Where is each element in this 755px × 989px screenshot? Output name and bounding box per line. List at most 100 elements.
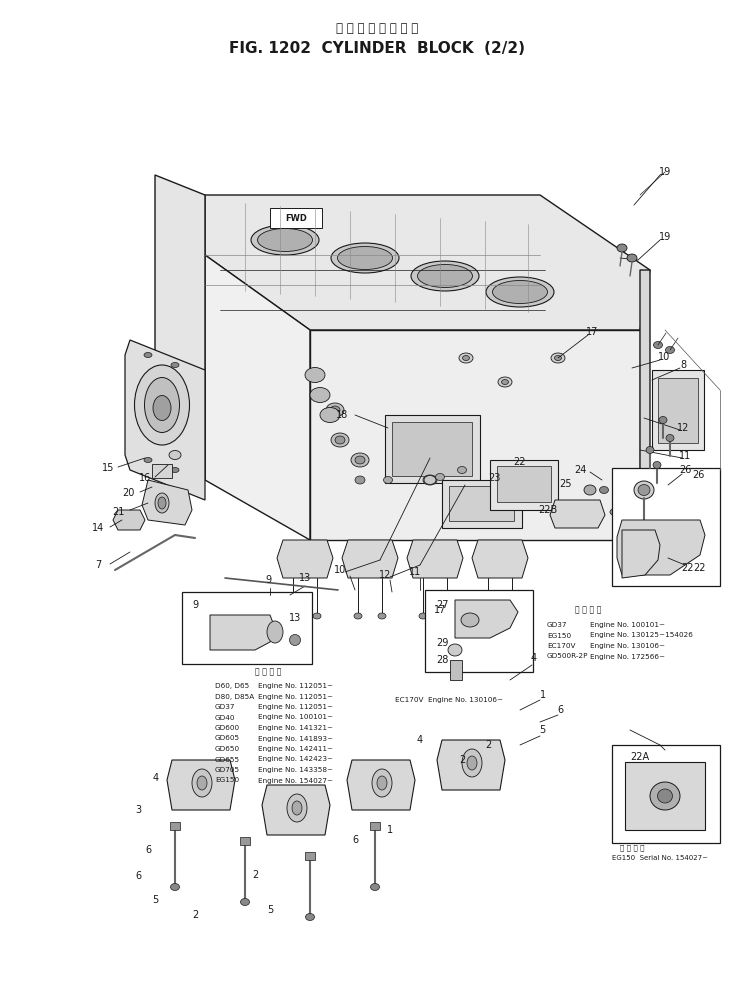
Text: 22: 22 [682, 563, 695, 573]
Ellipse shape [419, 613, 427, 619]
Text: 6: 6 [352, 835, 358, 845]
Ellipse shape [335, 436, 345, 444]
Text: Engine No. 142411~: Engine No. 142411~ [258, 746, 333, 752]
Ellipse shape [459, 353, 473, 363]
Polygon shape [167, 760, 235, 810]
Ellipse shape [320, 407, 340, 422]
Ellipse shape [584, 485, 596, 495]
Ellipse shape [654, 341, 662, 348]
Text: 2: 2 [459, 755, 465, 765]
Text: Engine No. 141321~: Engine No. 141321~ [258, 725, 333, 731]
Ellipse shape [646, 446, 654, 454]
Ellipse shape [134, 365, 190, 445]
Text: 4: 4 [417, 735, 423, 745]
Polygon shape [347, 760, 415, 810]
Ellipse shape [424, 476, 436, 485]
Ellipse shape [197, 776, 207, 790]
Bar [182, 592, 312, 664]
Text: 17: 17 [586, 327, 598, 337]
Text: 1: 1 [387, 825, 393, 835]
Polygon shape [622, 530, 660, 578]
Ellipse shape [492, 281, 547, 304]
Text: 4: 4 [153, 773, 159, 783]
Ellipse shape [653, 462, 661, 469]
Ellipse shape [423, 475, 437, 485]
Ellipse shape [330, 406, 340, 414]
Ellipse shape [313, 613, 321, 619]
Ellipse shape [355, 456, 365, 464]
Text: EG150  Serial No. 154027~: EG150 Serial No. 154027~ [612, 855, 708, 861]
Text: 3: 3 [135, 805, 141, 815]
Text: EG150: EG150 [547, 633, 571, 639]
Polygon shape [310, 330, 640, 540]
Ellipse shape [627, 254, 637, 262]
Text: 6: 6 [135, 871, 141, 881]
Text: 12: 12 [676, 423, 689, 433]
Text: 18: 18 [336, 410, 348, 420]
Ellipse shape [306, 914, 315, 921]
Text: 11: 11 [409, 567, 421, 577]
Text: 27: 27 [436, 600, 448, 610]
Ellipse shape [355, 476, 365, 484]
Text: 5: 5 [539, 725, 545, 735]
Ellipse shape [169, 451, 181, 460]
Text: D80, D85A: D80, D85A [215, 693, 254, 699]
Ellipse shape [337, 246, 393, 269]
Text: 10: 10 [334, 565, 346, 575]
Ellipse shape [384, 477, 393, 484]
Polygon shape [342, 540, 398, 578]
Polygon shape [210, 615, 275, 650]
Text: EC170V: EC170V [547, 643, 575, 649]
Ellipse shape [331, 433, 349, 447]
Polygon shape [113, 510, 145, 530]
Ellipse shape [443, 613, 451, 619]
Text: Engine No. 130125~154026: Engine No. 130125~154026 [590, 633, 693, 639]
Ellipse shape [638, 485, 650, 495]
Text: 10: 10 [658, 352, 670, 362]
Text: 29: 29 [436, 638, 448, 648]
Text: Engine No. 112051~: Engine No. 112051~ [258, 704, 333, 710]
Polygon shape [455, 600, 518, 638]
Text: 28: 28 [436, 655, 448, 665]
Ellipse shape [658, 789, 673, 803]
Polygon shape [125, 340, 205, 500]
Ellipse shape [241, 898, 249, 906]
Ellipse shape [610, 508, 620, 515]
Text: 13: 13 [299, 573, 311, 583]
Text: GD40: GD40 [215, 714, 236, 721]
Text: Engine No. 100101~: Engine No. 100101~ [258, 714, 333, 721]
Text: 14: 14 [92, 523, 104, 533]
Text: Engine No. 100101~: Engine No. 100101~ [590, 622, 665, 628]
Text: 4: 4 [531, 653, 537, 663]
Polygon shape [155, 175, 205, 480]
Bar [612, 745, 720, 843]
Ellipse shape [436, 474, 445, 481]
Text: FIG. 1202  CYLINDER  BLOCK  (2/2): FIG. 1202 CYLINDER BLOCK (2/2) [229, 41, 525, 55]
Ellipse shape [463, 355, 470, 361]
Ellipse shape [305, 368, 325, 383]
Ellipse shape [462, 749, 482, 777]
Text: 6: 6 [557, 705, 563, 715]
Text: 6: 6 [145, 845, 151, 855]
Text: 26: 26 [692, 470, 704, 480]
Text: Engine No. 112051~: Engine No. 112051~ [258, 693, 333, 699]
Ellipse shape [418, 264, 473, 288]
Ellipse shape [551, 353, 565, 363]
Text: 22: 22 [513, 457, 526, 467]
Text: 16: 16 [139, 473, 151, 483]
Ellipse shape [411, 261, 479, 291]
Text: Engine No. 112051~: Engine No. 112051~ [258, 683, 333, 689]
Polygon shape [437, 740, 505, 790]
Ellipse shape [351, 453, 369, 467]
Text: シ リ ン ダ ブ ロ ッ ク: シ リ ン ダ ブ ロ ッ ク [336, 22, 418, 35]
Ellipse shape [171, 468, 179, 473]
Ellipse shape [153, 396, 171, 420]
Text: 19: 19 [659, 167, 671, 177]
Ellipse shape [427, 478, 433, 483]
Ellipse shape [267, 621, 283, 643]
Text: 23: 23 [488, 473, 500, 483]
Text: 適 用 番 号: 適 用 番 号 [620, 845, 645, 852]
Bar [385, 415, 480, 483]
Ellipse shape [599, 487, 609, 494]
Text: GD37: GD37 [547, 622, 568, 628]
